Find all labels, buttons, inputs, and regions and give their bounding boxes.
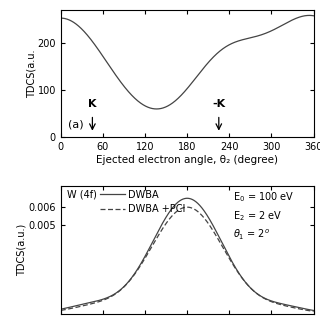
Text: E$_2$ = 2 eV: E$_2$ = 2 eV [233,209,282,223]
Text: E$_0$ = 100 eV: E$_0$ = 100 eV [233,190,294,204]
Text: W (4f): W (4f) [67,190,97,200]
Text: DWBA: DWBA [128,190,158,200]
X-axis label: Ejected electron angle, θ₂ (degree): Ejected electron angle, θ₂ (degree) [96,155,278,165]
Text: -K: -K [212,99,225,109]
Text: (a): (a) [68,119,84,129]
Text: $\theta_1$ = 2$^o$: $\theta_1$ = 2$^o$ [233,228,270,242]
Y-axis label: TDCS(a.u.): TDCS(a.u.) [17,224,27,276]
Y-axis label: TDCS(a.u.: TDCS(a.u. [26,49,36,98]
Text: K: K [88,99,97,109]
Text: DWBA +PCI: DWBA +PCI [128,204,185,214]
